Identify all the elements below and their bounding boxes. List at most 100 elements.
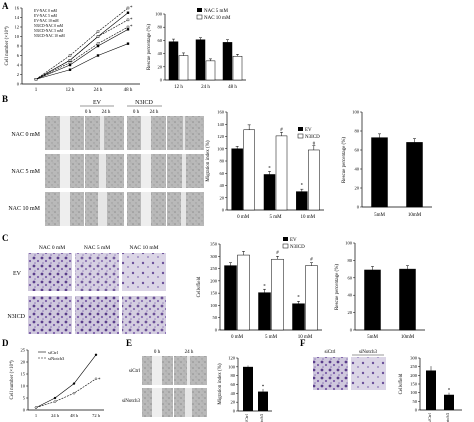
row-label-nac10: NAC 10 mM <box>8 206 40 212</box>
y-tick-label: 40 <box>348 293 353 298</box>
legend-entry-sictrl: siCtrl <box>48 350 59 355</box>
bar <box>308 149 320 211</box>
legend-entry-nac5: NAC 5 mM <box>204 9 228 14</box>
bar <box>364 269 381 331</box>
axis-label-cells-c: Cells/field <box>197 276 202 297</box>
data-point <box>34 406 38 409</box>
series-line <box>35 29 129 80</box>
y-tick-label: 60 <box>355 148 360 153</box>
y-tick-label: 80 <box>355 129 360 134</box>
series-line <box>35 43 129 80</box>
x-tick-label: 48 h <box>70 413 79 418</box>
panel-letter-b: B <box>2 94 8 104</box>
legend-entry: N3ICD-NAC 5 mM <box>34 29 64 33</box>
y-tick-label: 2 <box>17 72 19 77</box>
transwell-image <box>313 357 348 390</box>
y-tick-label: 10 <box>21 384 26 389</box>
x-tick-label: 5 mM <box>265 335 278 340</box>
legend-d: siCtrl siNotch3 <box>38 350 65 361</box>
data-point <box>34 78 38 81</box>
y-tick-label: 0 <box>233 409 236 414</box>
transwell-image <box>122 296 166 334</box>
panel-letter-f: F <box>300 338 306 348</box>
x-tick-label: 24 h <box>94 88 103 93</box>
data-point <box>68 59 72 62</box>
y-tick-label: 15 <box>21 372 26 377</box>
legend-entry-nac10: NAC 10 mM <box>204 16 231 21</box>
axis-label-rescue-b: Rescue percentage (%) <box>342 137 347 183</box>
data-point <box>96 42 100 45</box>
axis-label-rescue-a: Rescue percentage (%) <box>147 24 152 70</box>
scratch-image-grid-e <box>142 356 207 417</box>
data-point <box>126 11 130 14</box>
transwell-image <box>351 357 386 390</box>
data-point <box>94 377 98 380</box>
y-tick-label: 50 <box>413 399 418 404</box>
legend-a-rescue: NAC 5 mM NAC 10 mM <box>196 8 231 21</box>
bar <box>232 55 243 81</box>
y-tick-label: 0 <box>160 78 163 83</box>
y-tick-label: 20 <box>348 310 353 315</box>
data-point <box>94 353 98 356</box>
row-label-ev: EV <box>13 271 22 277</box>
rescue-bar-chart-b: Rescue percentage (%) 0 20 40 60 80 100 5mM 10m… <box>342 110 432 218</box>
y-tick-label: 200 <box>210 278 218 283</box>
y-tick-label: 100 <box>210 303 218 308</box>
y-tick-label: 140 <box>217 122 225 127</box>
legend-entry-ev: EV <box>305 128 312 133</box>
y-tick-label: 60 <box>231 382 236 387</box>
data-point <box>96 54 100 57</box>
significance-mark: * <box>98 378 101 383</box>
row-label-nac0: NAC 0 mM <box>11 132 40 138</box>
y-tick-label: 60 <box>220 171 225 176</box>
bar <box>168 41 179 81</box>
bar <box>305 265 318 331</box>
x-tick-label: 72 h <box>92 413 101 418</box>
col-label-sinotch3: siNotch3 <box>359 350 378 355</box>
y-tick-label: 8 <box>17 44 20 49</box>
data-point <box>72 392 76 395</box>
y-tick-label: 60 <box>158 38 163 43</box>
panel-b: B EV N3ICD 0 h 24 h 0 h 24 h NAC 0 mM NA… <box>2 94 432 226</box>
rescue-bar-chart-c: Rescue percentage (%) 0 20 40 60 80 100 5mM 10m… <box>335 241 425 340</box>
x-tick-label: 48 h <box>124 88 133 93</box>
significance-mark: * <box>448 389 451 394</box>
significance-mark: * <box>130 18 133 23</box>
bar <box>224 265 237 331</box>
bar <box>371 137 388 208</box>
significance-mark: * <box>268 166 271 171</box>
x-tick-label: 5mM <box>374 213 385 218</box>
data-point <box>68 68 72 71</box>
data-point <box>72 382 76 385</box>
y-tick-label: 0 <box>222 208 225 213</box>
data-point <box>68 54 72 57</box>
significance-mark: # <box>313 142 316 147</box>
time-label: 24 h <box>185 350 194 355</box>
bar <box>258 292 271 331</box>
x-tick-label: 10mM <box>408 213 422 218</box>
series-line <box>35 19 129 80</box>
transwell-image <box>28 253 72 291</box>
time-label: 24 h <box>150 110 159 115</box>
legend-a-growth: EV-NAC 0 mM EV-NAC 5 mM EV-NAC 10 mM N3I… <box>34 9 66 38</box>
panel-e: E 0 h 24 h siCtrl siNotch3 Migration ind… <box>122 338 272 422</box>
significance-mark: * <box>130 25 133 30</box>
data-point <box>126 42 130 45</box>
transwell-image <box>122 253 166 291</box>
x-tick-label: 1 <box>35 413 37 418</box>
bar <box>243 129 255 211</box>
data-point <box>68 63 72 67</box>
y-tick-label: 10 <box>15 34 20 39</box>
bar <box>195 39 206 81</box>
panel-letter-e: E <box>126 338 132 348</box>
y-tick-label: 25 <box>21 348 26 353</box>
bar <box>292 303 305 331</box>
row-label-n3icd: N3ICD <box>7 314 25 320</box>
data-point <box>96 44 100 48</box>
y-tick-label: 4 <box>17 63 20 68</box>
x-tick-label: siNotch3 <box>259 413 264 422</box>
series-line <box>35 378 97 408</box>
bar <box>178 55 189 81</box>
scratch-image <box>85 116 124 150</box>
x-tick-label: 24 h <box>201 85 210 90</box>
